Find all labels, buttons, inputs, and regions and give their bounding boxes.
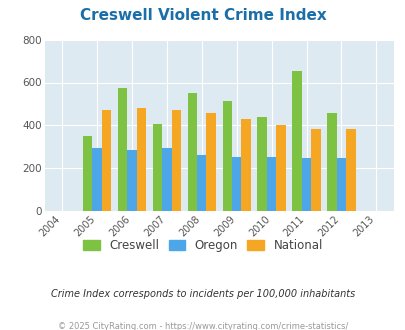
Bar	[241, 119, 250, 211]
Text: Creswell Violent Crime Index: Creswell Violent Crime Index	[79, 8, 326, 23]
Bar	[276, 125, 285, 211]
Bar	[222, 101, 231, 211]
Bar	[136, 108, 146, 211]
Bar	[187, 93, 196, 211]
Bar	[127, 150, 136, 211]
Bar	[206, 113, 215, 211]
Bar	[301, 158, 311, 211]
Bar	[152, 124, 162, 211]
Bar	[196, 155, 206, 211]
Text: © 2025 CityRating.com - https://www.cityrating.com/crime-statistics/: © 2025 CityRating.com - https://www.city…	[58, 322, 347, 330]
Bar	[92, 148, 102, 211]
Bar	[292, 71, 301, 211]
Bar	[83, 136, 92, 211]
Bar	[231, 156, 241, 211]
Bar	[102, 110, 111, 211]
Bar	[311, 129, 320, 211]
Bar	[326, 113, 336, 211]
Bar	[162, 148, 171, 211]
Bar	[345, 129, 355, 211]
Bar	[257, 117, 266, 211]
Bar	[171, 110, 181, 211]
Text: Crime Index corresponds to incidents per 100,000 inhabitants: Crime Index corresponds to incidents per…	[51, 289, 354, 299]
Bar	[266, 156, 276, 211]
Bar	[117, 88, 127, 211]
Bar	[336, 158, 345, 211]
Legend: Creswell, Oregon, National: Creswell, Oregon, National	[81, 237, 324, 255]
